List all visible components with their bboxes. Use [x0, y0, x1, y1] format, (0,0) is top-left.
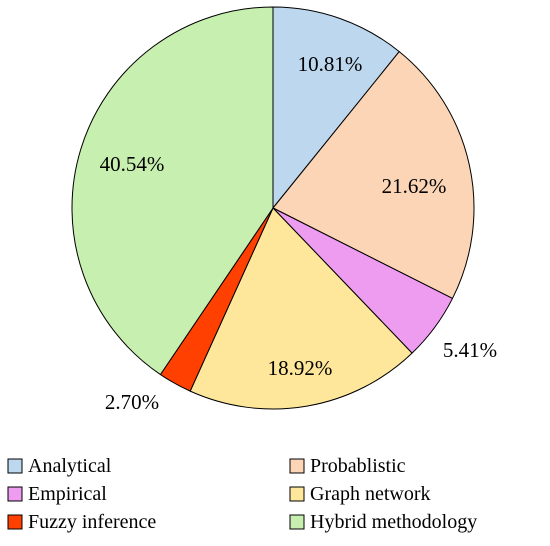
legend-label-empirical: Empirical — [28, 483, 107, 505]
slice-label-fuzzy-inference: 2.70% — [105, 390, 159, 414]
slice-label-graph-network: 18.92% — [268, 356, 333, 380]
slice-label-probablistic: 21.62% — [382, 174, 447, 198]
legend: Analytical Probablistic Empirical Graph net… — [7, 455, 477, 533]
pie-slice-probablistic — [272, 51, 475, 299]
slice-label-hybrid-methodology: 40.54% — [100, 152, 165, 176]
legend-swatch-empirical — [7, 486, 23, 502]
pie-slice-analytical — [272, 6, 400, 209]
legend-item-fuzzy-inference: Fuzzy inference — [7, 511, 156, 533]
legend-label-analytical: Analytical — [28, 455, 112, 477]
pie-slices — [71, 6, 475, 410]
legend-item-empirical: Empirical — [7, 483, 107, 505]
legend-swatch-graph-network — [289, 486, 305, 502]
legend-item-probablistic: Probablistic — [289, 455, 406, 477]
legend-item-graph-network: Graph network — [289, 483, 431, 505]
pie-slice-labels: 10.81% 21.62% 5.41% 18.92% 2.70% 40.54% — [100, 52, 498, 414]
legend-item-analytical: Analytical — [7, 455, 112, 477]
legend-item-hybrid-methodology: Hybrid methodology — [289, 511, 477, 533]
legend-swatch-hybrid-methodology — [289, 514, 305, 530]
legend-label-graph-network: Graph network — [310, 483, 431, 505]
slice-label-analytical: 10.81% — [298, 52, 363, 76]
slice-label-empirical: 5.41% — [443, 338, 497, 362]
legend-swatch-fuzzy-inference — [7, 514, 23, 530]
pie-slice-graph-network — [189, 207, 413, 410]
legend-label-hybrid-methodology: Hybrid methodology — [310, 511, 477, 533]
legend-swatch-probablistic — [289, 458, 305, 474]
legend-label-probablistic: Probablistic — [310, 455, 406, 477]
legend-label-fuzzy-inference: Fuzzy inference — [28, 511, 156, 533]
pie-slice-hybrid-methodology — [71, 6, 274, 376]
legend-swatch-analytical — [7, 458, 23, 474]
